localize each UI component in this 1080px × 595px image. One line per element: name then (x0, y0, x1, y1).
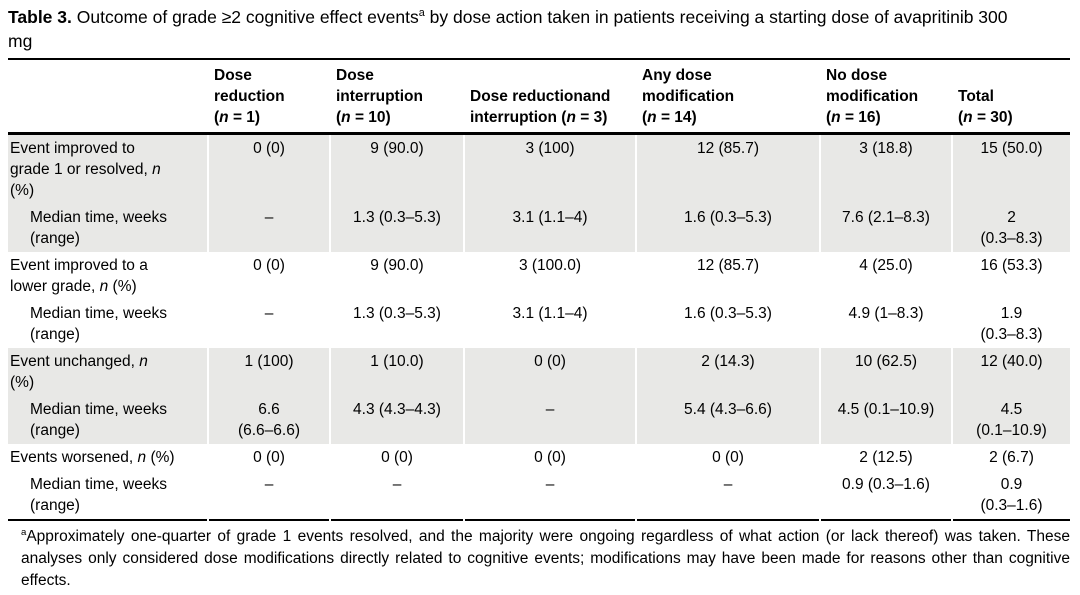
column-header-any-dose-modification: Any dose modification (n = 14) (636, 59, 820, 135)
table-cell: 1 (10.0) (329, 348, 464, 396)
table-cell: 0 (0) (329, 444, 464, 471)
table-cell: 0 (0) (463, 348, 636, 396)
row-label: Event improved to grade 1 or resolved, n… (8, 133, 208, 204)
table-row-event-unchanged: Event unchanged, n (%) 1 (100) 1 (10.0) … (8, 348, 1070, 396)
table-row-median-time-1: Median time, weeks (range) – 1.3 (0.3–5.… (8, 204, 1070, 252)
table-cell: 4.5 (0.1–10.9) (819, 396, 952, 444)
table-cell: 16 (53.3) (951, 252, 1070, 300)
table-cell: – (635, 471, 820, 520)
footnote-text: Approximately one-quarter of grade 1 eve… (21, 528, 1070, 589)
table-row-median-time-4: Median time, weeks (range) – – – – 0.9 (… (8, 471, 1070, 520)
outcomes-table: Dose reduction (n = 1) Dose interruption… (8, 58, 1070, 521)
row-label: Median time, weeks (range) (30, 305, 167, 343)
table-caption-number: Table 3. (8, 7, 72, 27)
table-cell: 0 (0) (207, 444, 330, 471)
table-cell: 2 (12.5) (819, 444, 952, 471)
table-body: Event improved to grade 1 or resolved, n… (8, 133, 1070, 520)
table-footnote: aApproximately one-quarter of grade 1 ev… (8, 526, 1070, 592)
table-cell: 1.3 (0.3–5.3) (329, 204, 464, 252)
table-cell: 0 (0) (463, 444, 636, 471)
table-cell: 2 (14.3) (635, 348, 820, 396)
table-cell: 0 (0) (207, 252, 330, 300)
table-cell: 2 (0.3–8.3) (951, 204, 1070, 252)
table-cell: 9 (90.0) (329, 133, 464, 204)
row-label: Event improved to a lower grade, n (%) (10, 257, 148, 295)
table-cell: 0.9 (0.3–1.6) (951, 471, 1070, 520)
table-header: Dose reduction (n = 1) Dose interruption… (8, 59, 1070, 135)
table-cell: 10 (62.5) (819, 348, 952, 396)
table-caption: Table 3. Outcome of grade ≥2 cognitive e… (8, 5, 1018, 53)
table-cell: – (207, 204, 330, 252)
column-header-dose-reduction-and-interruption: Dose reductionand interruption (n = 3) (464, 59, 636, 135)
table-cell: 2 (6.7) (951, 444, 1070, 471)
table-cell: 3 (100) (463, 133, 636, 204)
table-cell: 4 (25.0) (819, 252, 952, 300)
table-cell: 15 (50.0) (951, 133, 1070, 204)
table-caption-text: Outcome of grade ≥2 cognitive effect eve… (76, 7, 419, 27)
table-cell: 1.9 (0.3–8.3) (951, 300, 1070, 348)
table-cell: 3.1 (1.1–4) (463, 300, 636, 348)
table-cell: 3 (18.8) (819, 133, 952, 204)
table-cell: 4.5 (0.1–10.9) (951, 396, 1070, 444)
column-header-dose-reduction: Dose reduction (n = 1) (208, 59, 330, 135)
table-row-median-time-2: Median time, weeks (range) – 1.3 (0.3–5.… (8, 300, 1070, 348)
table-cell: 3.1 (1.1–4) (463, 204, 636, 252)
table-cell: 12 (40.0) (951, 348, 1070, 396)
column-header-total: Total (n = 30) (952, 59, 1070, 135)
column-header-no-dose-modification: No dose modification (n = 16) (820, 59, 952, 135)
table-cell: 5.4 (4.3–6.6) (635, 396, 820, 444)
table-cell: 3 (100.0) (463, 252, 636, 300)
table-cell: 0.9 (0.3–1.6) (819, 471, 952, 520)
column-header-dose-interruption: Dose interruption (n = 10) (330, 59, 464, 135)
table-cell: – (463, 471, 636, 520)
table-cell: 7.6 (2.1–8.3) (819, 204, 952, 252)
row-label: Median time, weeks (range) (30, 476, 167, 514)
table-row-event-improved-lower-grade: Event improved to a lower grade, n (%) 0… (8, 252, 1070, 300)
table-cell: 1 (100) (207, 348, 330, 396)
table-cell: 1.6 (0.3–5.3) (635, 300, 820, 348)
table-cell: 0 (0) (207, 133, 330, 204)
table-cell: 0 (0) (635, 444, 820, 471)
row-label: Median time, weeks (range) (8, 396, 208, 444)
row-label: Event unchanged, n (%) (8, 348, 208, 396)
table-cell: 1.3 (0.3–5.3) (329, 300, 464, 348)
header-row: Dose reduction (n = 1) Dose interruption… (8, 59, 1070, 135)
table-cell: – (207, 471, 330, 520)
caption-footnote-marker: a (418, 7, 425, 20)
table-cell: 1.6 (0.3–5.3) (635, 204, 820, 252)
table-cell: 9 (90.0) (329, 252, 464, 300)
row-label: Events worsened, n (%) (10, 449, 175, 466)
table-cell: 6.6 (6.6–6.6) (207, 396, 330, 444)
table-cell: 12 (85.7) (635, 133, 820, 204)
table-caption-text-2: by dose action taken in patients receivi… (8, 7, 1008, 51)
table-cell: – (207, 300, 330, 348)
table-cell: – (329, 471, 464, 520)
table-cell: 12 (85.7) (635, 252, 820, 300)
column-header-rowlabel (8, 59, 208, 135)
table-cell: – (463, 396, 636, 444)
table-row-events-worsened: Events worsened, n (%) 0 (0) 0 (0) 0 (0)… (8, 444, 1070, 471)
table-cell: 4.3 (4.3–4.3) (329, 396, 464, 444)
table-cell: 4.9 (1–8.3) (819, 300, 952, 348)
footnote-marker: a (21, 526, 27, 538)
table-row-event-improved-grade1: Event improved to grade 1 or resolved, n… (8, 133, 1070, 204)
row-label: Median time, weeks (range) (8, 204, 208, 252)
table-row-median-time-3: Median time, weeks (range) 6.6 (6.6–6.6)… (8, 396, 1070, 444)
